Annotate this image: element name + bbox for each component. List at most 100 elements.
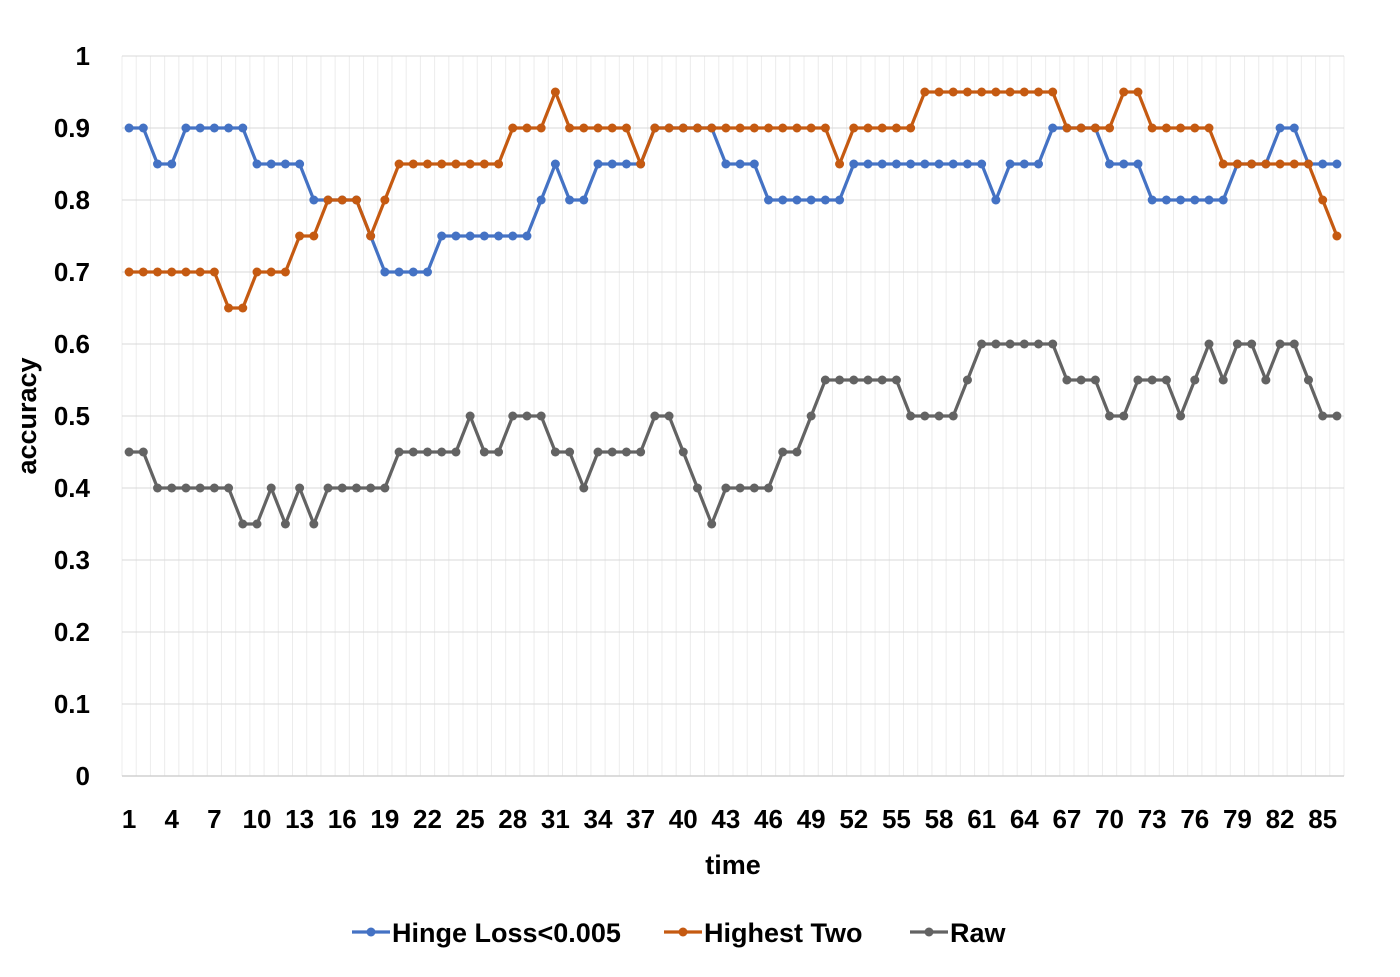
y-tick-label: 0.5	[54, 401, 90, 431]
data-point	[1318, 159, 1328, 169]
data-point	[224, 303, 234, 313]
data-point	[1119, 159, 1129, 169]
data-point	[721, 123, 731, 133]
x-tick-label: 37	[626, 804, 655, 834]
data-point	[1133, 87, 1143, 97]
data-point	[295, 231, 305, 241]
data-point	[607, 123, 617, 133]
data-point	[1034, 87, 1043, 97]
data-point	[792, 447, 802, 457]
data-point	[138, 267, 148, 277]
data-point	[280, 267, 290, 277]
data-point	[1232, 159, 1242, 169]
data-point	[380, 267, 390, 277]
data-point	[849, 123, 859, 133]
data-point	[366, 231, 376, 241]
data-point	[550, 159, 560, 169]
data-point	[820, 375, 830, 385]
legend-label: Highest Two	[704, 918, 863, 948]
data-point	[1147, 123, 1157, 133]
data-point	[806, 411, 816, 421]
data-point	[153, 267, 163, 277]
data-point	[323, 195, 333, 205]
data-point	[1005, 339, 1015, 349]
x-tick-label: 46	[754, 804, 783, 834]
data-point	[593, 447, 603, 457]
data-point	[1034, 159, 1043, 169]
data-point	[1218, 195, 1228, 205]
data-point	[948, 411, 958, 421]
data-point	[451, 231, 461, 241]
data-point	[351, 483, 361, 493]
data-point	[1247, 339, 1257, 349]
data-point	[1247, 159, 1257, 169]
data-point	[1048, 87, 1058, 97]
data-point	[1204, 339, 1214, 349]
x-tick-label: 25	[456, 804, 485, 834]
data-point	[920, 159, 930, 169]
x-tick-label: 22	[413, 804, 442, 834]
data-point	[735, 483, 745, 493]
data-point	[550, 447, 560, 457]
data-point	[1161, 123, 1171, 133]
data-point	[991, 87, 1001, 97]
data-point	[579, 123, 589, 133]
data-point	[1261, 375, 1271, 385]
data-point	[494, 159, 504, 169]
data-point	[1332, 411, 1342, 421]
data-point	[920, 411, 930, 421]
data-point	[1147, 195, 1157, 205]
data-point	[508, 411, 518, 421]
data-point	[309, 519, 319, 529]
data-point	[1275, 123, 1285, 133]
data-point	[906, 411, 916, 421]
data-point	[266, 267, 276, 277]
data-point	[806, 195, 816, 205]
data-point	[962, 375, 972, 385]
data-point	[877, 375, 887, 385]
data-point	[920, 87, 930, 97]
data-point	[1289, 159, 1299, 169]
data-point	[1176, 195, 1186, 205]
data-point	[650, 411, 660, 421]
data-point	[906, 159, 916, 169]
data-point	[153, 483, 163, 493]
x-tick-label: 76	[1180, 804, 1209, 834]
data-point	[1218, 375, 1228, 385]
data-point	[494, 231, 504, 241]
data-point	[1190, 375, 1200, 385]
data-point	[394, 267, 404, 277]
data-point	[820, 123, 830, 133]
data-point	[394, 159, 404, 169]
x-tick-label: 10	[243, 804, 272, 834]
y-tick-label: 0.8	[54, 185, 90, 215]
data-point	[849, 375, 859, 385]
data-point	[835, 159, 845, 169]
legend-item: Hinge Loss<0.005	[352, 918, 621, 948]
x-tick-label: 85	[1308, 804, 1337, 834]
horizontal-gridlines	[122, 55, 1344, 777]
data-point	[437, 447, 447, 457]
data-point	[124, 123, 134, 133]
data-point	[266, 483, 276, 493]
legend-swatch-marker	[366, 927, 376, 937]
x-tick-label: 1	[122, 804, 136, 834]
x-tick-label: 49	[797, 804, 826, 834]
data-point	[181, 483, 191, 493]
data-point	[366, 483, 376, 493]
data-point	[764, 195, 774, 205]
data-point	[891, 375, 901, 385]
data-point	[1176, 123, 1186, 133]
data-point	[749, 159, 759, 169]
data-point	[1119, 411, 1129, 421]
data-point	[593, 123, 603, 133]
legend-label: Hinge Loss<0.005	[392, 918, 621, 948]
data-point	[749, 123, 759, 133]
data-point	[167, 483, 177, 493]
data-point	[252, 267, 262, 277]
x-tick-label: 55	[882, 804, 911, 834]
data-point	[195, 267, 205, 277]
data-point	[1190, 123, 1200, 133]
x-tick-label: 73	[1138, 804, 1167, 834]
data-point	[181, 123, 191, 133]
